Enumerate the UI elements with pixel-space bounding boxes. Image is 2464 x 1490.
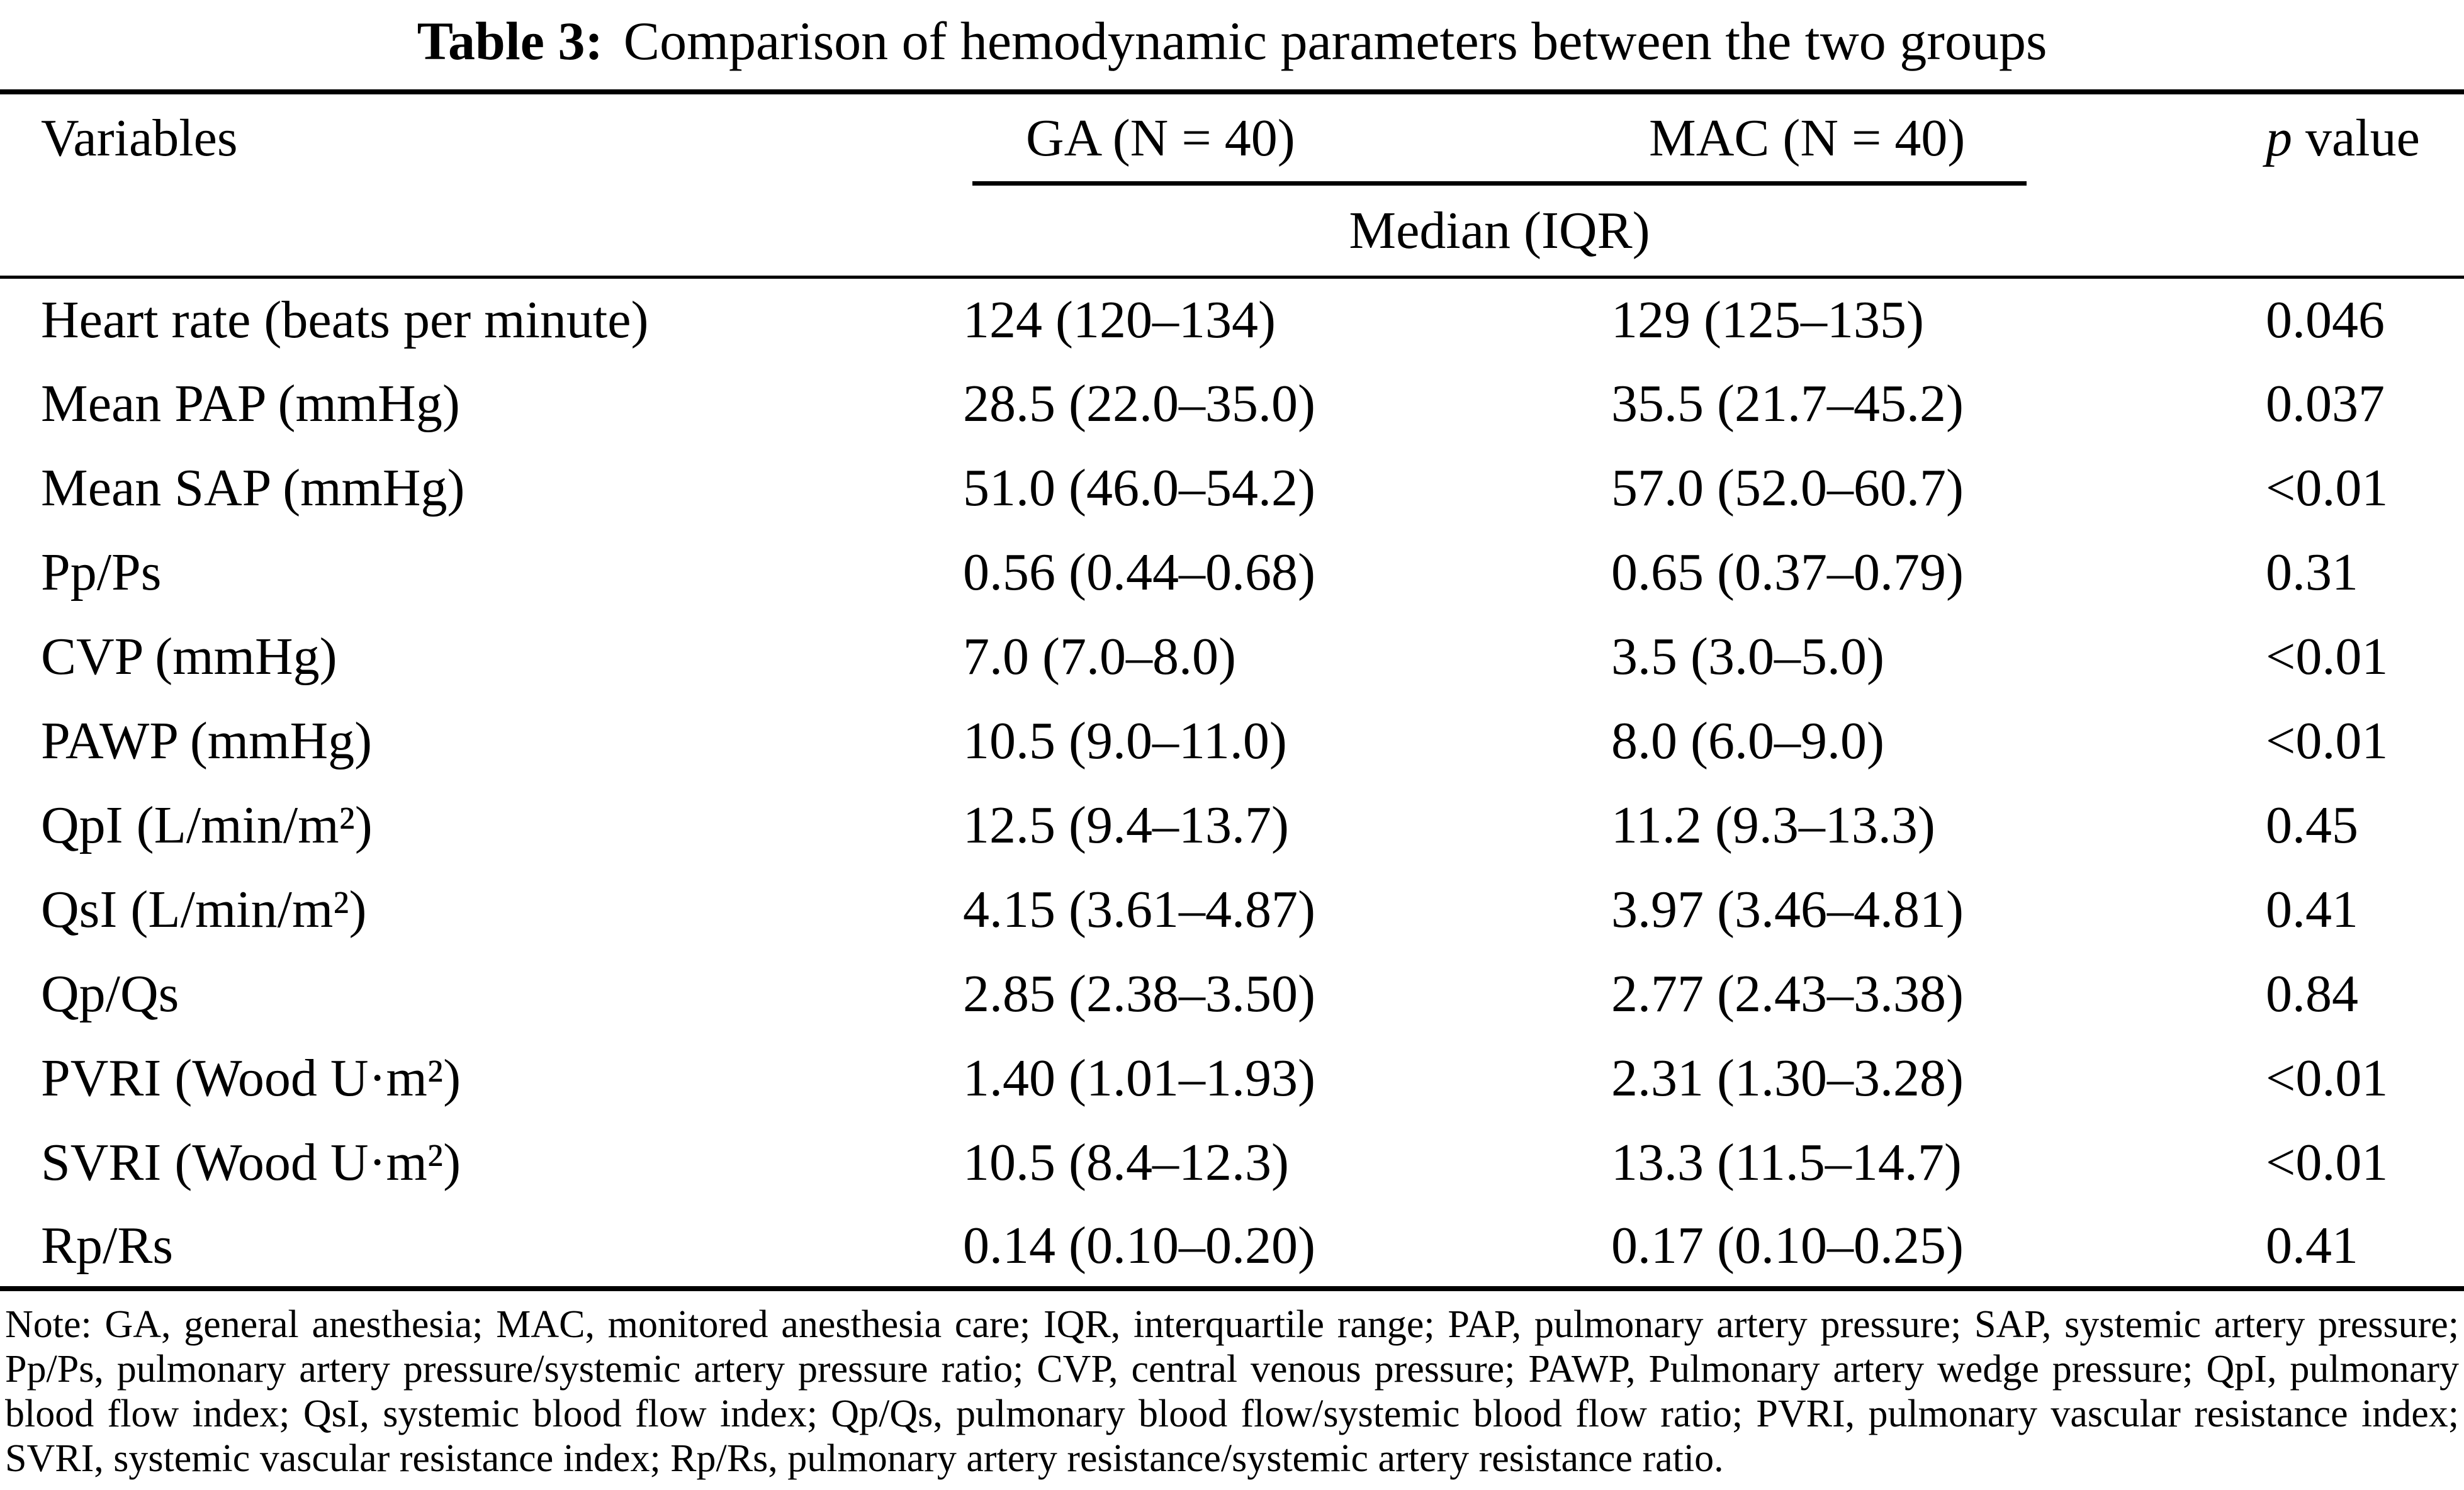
row-mac-value: 13.3 (11.5–14.7) [1611,1133,1962,1192]
row-ga-value: 4.15 (3.61–4.87) [963,880,1315,939]
row-mac-value: 2.31 (1.30–3.28) [1611,1048,1964,1107]
p-value-header-rest: value [2305,108,2420,167]
row-mac-value: 3.97 (3.46–4.81) [1611,880,1964,939]
table-row: Pp/Ps 0.56 (0.44–0.68) 0.65 (0.37–0.79) … [0,530,2464,614]
table-row: QpI (L/min/m²) 12.5 (9.4–13.7) 11.2 (9.3… [0,783,2464,867]
row-ga-value: 10.5 (8.4–12.3) [963,1133,1289,1192]
spanner-rule-row [0,181,2464,186]
table-row: PAWP (mmHg) 10.5 (9.0–11.0) 8.0 (6.0–9.0… [0,698,2464,783]
row-variable: CVP (mmHg) [41,627,337,686]
column-header-row: Variables GA (N = 40) MAC (N = 40) p val… [0,92,2464,181]
row-mac-value: 57.0 (52.0–60.7) [1611,458,1964,517]
table-row: Heart rate (beats per minute) 124 (120–1… [0,277,2464,361]
column-header-ga: GA (N = 40) [1026,108,1295,167]
row-p-value: <0.01 [2266,1133,2388,1192]
row-p-value: <0.01 [2266,1048,2388,1107]
row-p-value: <0.01 [2266,711,2388,770]
row-variable: QsI (L/min/m²) [41,880,367,939]
median-iqr-label: Median (IQR) [1349,201,1650,260]
row-ga-value: 12.5 (9.4–13.7) [963,795,1289,854]
row-ga-value: 2.85 (2.38–3.50) [963,964,1315,1023]
row-ga-value: 28.5 (22.0–35.0) [963,374,1315,433]
table-row: Rp/Rs 0.14 (0.10–0.20) 0.17 (0.10–0.25) … [0,1204,2464,1291]
row-p-value: <0.01 [2266,458,2388,517]
row-ga-value: 0.56 (0.44–0.68) [963,542,1315,602]
row-mac-value: 8.0 (6.0–9.0) [1611,711,1884,770]
table-row: SVRI (Wood U·m²) 10.5 (8.4–12.3) 13.3 (1… [0,1120,2464,1204]
row-p-value: 0.41 [2266,880,2358,939]
table-row: CVP (mmHg) 7.0 (7.0–8.0) 3.5 (3.0–5.0) <… [0,614,2464,698]
column-header-mac: MAC (N = 40) [1649,108,1966,167]
spanner-rule-cell [963,181,2266,186]
row-p-value: <0.01 [2266,627,2388,686]
p-value-header-italic-p: p [2266,108,2292,167]
row-variable: Pp/Ps [41,542,162,602]
spanner-rule-spacer [0,181,963,186]
row-ga-value: 51.0 (46.0–54.2) [963,458,1315,517]
row-mac-value: 3.5 (3.0–5.0) [1611,627,1884,686]
row-variable: Mean PAP (mmHg) [41,374,460,433]
median-spanner-rule [972,181,2027,186]
table-footnote: Note: GA, general anesthesia; MAC, monit… [5,1303,2459,1480]
row-p-value: 0.41 [2266,1204,2464,1291]
table-row: Mean SAP (mmHg) 51.0 (46.0–54.2) 57.0 (5… [0,445,2464,530]
row-variable: PAWP (mmHg) [41,711,373,770]
row-mac-value: 2.77 (2.43–3.38) [1611,964,1964,1023]
table-row: PVRI (Wood U·m²) 1.40 (1.01–1.93) 2.31 (… [0,1036,2464,1120]
row-p-value: 0.037 [2266,374,2385,433]
table-row: Mean PAP (mmHg) 28.5 (22.0–35.0) 35.5 (2… [0,361,2464,445]
table-title-label: Table 3: [417,11,604,71]
row-ga-value: 10.5 (9.0–11.0) [963,711,1287,770]
column-header-p-value: p value [2266,92,2464,181]
row-variable: Qp/Qs [41,964,179,1023]
table-row: Qp/Qs 2.85 (2.38–3.50) 2.77 (2.43–3.38) … [0,951,2464,1036]
column-header-variables: Variables [41,108,238,167]
row-variable: QpI (L/min/m²) [41,795,373,854]
table-title-text: Comparison of hemodynamic parameters bet… [623,11,2047,71]
row-p-value: 0.046 [2266,290,2385,349]
row-variable: SVRI (Wood U·m²) [41,1133,461,1192]
spanner-rule-spacer-right [2266,181,2464,186]
row-variable: Heart rate (beats per minute) [41,290,649,349]
row-p-value: 0.45 [2266,795,2358,854]
median-iqr-spacer [0,186,963,279]
row-p-value: 0.84 [2266,964,2358,1023]
median-iqr-row: Median (IQR) [0,186,2464,279]
table-row: QsI (L/min/m²) 4.15 (3.61–4.87) 3.97 (3.… [0,867,2464,951]
median-iqr-cell: Median (IQR) [963,186,2266,279]
row-ga-value: 1.40 (1.01–1.93) [963,1048,1315,1107]
row-variable: Mean SAP (mmHg) [41,458,465,517]
row-ga-value: 0.14 (0.10–0.20) [963,1204,1611,1291]
row-mac-value: 0.65 (0.37–0.79) [1611,542,1964,602]
row-mac-value: 11.2 (9.3–13.3) [1611,795,1935,854]
row-ga-value: 7.0 (7.0–8.0) [963,627,1236,686]
table-title: Table 3: Comparison of hemodynamic parame… [0,0,2464,76]
row-mac-value: 0.17 (0.10–0.25) [1611,1204,2266,1291]
row-variable: Rp/Rs [0,1204,963,1291]
row-mac-value: 129 (125–135) [1611,290,1924,349]
row-ga-value: 124 (120–134) [963,290,1276,349]
row-variable: PVRI (Wood U·m²) [41,1048,461,1107]
hemodynamic-parameters-table: Variables GA (N = 40) MAC (N = 40) p val… [0,89,2464,1291]
median-iqr-spacer-right [2266,186,2464,279]
row-p-value: 0.31 [2266,542,2358,602]
row-mac-value: 35.5 (21.7–45.2) [1611,374,1964,433]
